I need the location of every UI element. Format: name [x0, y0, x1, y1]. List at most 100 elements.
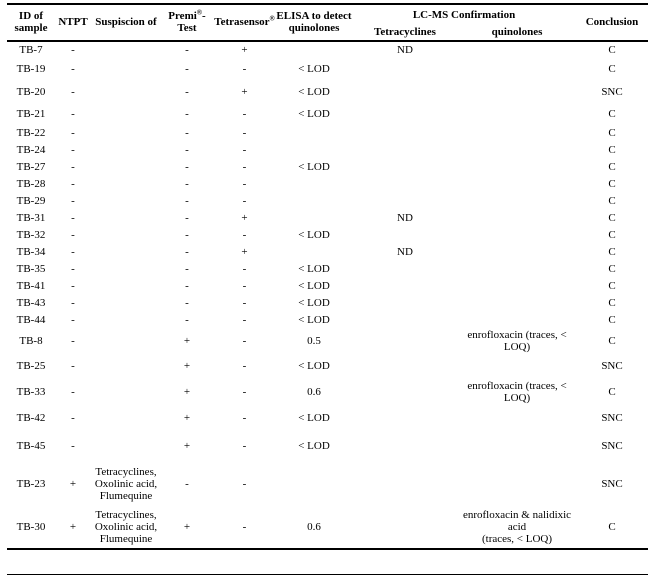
cell-lcms-quinolones	[458, 431, 576, 462]
cell-premi: -	[185, 108, 189, 120]
cell-premi: -	[185, 85, 189, 98]
cell-id: TB-21	[16, 108, 46, 120]
cell-lcms-quinolones	[458, 312, 576, 329]
cell-lcms-tetracyclines	[352, 80, 458, 104]
cell-tetrasensor: -	[242, 263, 247, 275]
cell-premi: -	[185, 161, 189, 173]
cell-conclusion: SNC	[601, 478, 623, 490]
cell-tetrasensor: -	[242, 195, 247, 207]
cell-suspicion	[91, 80, 161, 104]
registered-trademark-icon: ®	[196, 8, 203, 17]
cell-premi: -	[185, 263, 189, 275]
table-row: TB-32 - - - < LOD C	[7, 227, 648, 244]
cell-tetrasensor: -	[242, 144, 247, 156]
cell-suspicion	[91, 125, 161, 142]
cell-premi: -	[185, 178, 189, 190]
cell-conclusion: C	[608, 212, 616, 224]
cell-conclusion: C	[608, 127, 616, 139]
table-row: TB-34 - - + ND C	[7, 244, 648, 261]
cell-tetrasensor: -	[242, 161, 247, 173]
col-header-elisa: ELISA to detect quinolones	[276, 9, 352, 35]
cell-ntpt: -	[71, 411, 75, 424]
table-row: TB-29 - - - C	[7, 193, 648, 210]
cell-tetrasensor: -	[242, 127, 247, 139]
cell-ntpt: -	[71, 297, 75, 309]
cell-suspicion: Tetracyclines, Oxolinic acid, Flumequine	[94, 509, 158, 545]
cell-id: TB-19	[16, 63, 46, 75]
cell-lcms-tetracyclines: ND	[397, 212, 413, 224]
cell-lcms-quinolones	[458, 159, 576, 176]
cell-premi: -	[185, 246, 189, 258]
cell-ntpt: -	[71, 440, 75, 452]
cell-ntpt: -	[71, 280, 75, 292]
cell-elisa: < LOD	[298, 263, 330, 275]
cell-lcms-tetracyclines	[352, 329, 458, 353]
cell-ntpt: -	[71, 386, 75, 398]
cell-conclusion: C	[608, 280, 616, 292]
cell-lcms-quinolones	[458, 278, 576, 295]
cell-elisa	[276, 125, 352, 142]
cell-ntpt: -	[71, 108, 75, 120]
cell-tetrasensor: -	[242, 108, 247, 120]
cell-tetrasensor: -	[242, 63, 247, 75]
cell-lcms-tetracyclines	[352, 295, 458, 312]
col-header-id-of-sample: ID of sample	[14, 9, 48, 35]
cell-tetrasensor: -	[242, 386, 247, 398]
table-row: TB-25 - + - < LOD SNC	[7, 353, 648, 380]
cell-conclusion: SNC	[601, 360, 623, 372]
cell-lcms-quinolones	[458, 176, 576, 193]
cell-lcms-quinolones: enrofloxacin (traces, < LOQ)	[467, 328, 567, 353]
cell-premi: -	[185, 478, 189, 490]
cell-suspicion	[91, 41, 161, 59]
cell-ntpt: +	[69, 478, 77, 490]
cell-elisa: < LOD	[298, 161, 330, 173]
cell-tetrasensor: +	[241, 212, 248, 224]
cell-tetrasensor: +	[241, 246, 248, 258]
cell-tetrasensor: -	[242, 314, 247, 326]
cell-id: TB-44	[16, 314, 46, 326]
cell-conclusion: SNC	[601, 411, 623, 424]
cell-premi: -	[185, 314, 189, 326]
cell-lcms-tetracyclines	[352, 507, 458, 549]
cell-suspicion: Tetracyclines, Oxolinic acid, Flumequine	[94, 466, 158, 502]
col-header-premi-test: Premi®- Test	[168, 8, 206, 35]
cell-ntpt: -	[71, 85, 75, 98]
cell-lcms-quinolones: enrofloxacin (traces, < LOQ)	[467, 380, 567, 404]
cell-lcms-tetracyclines	[352, 431, 458, 462]
table-row: TB-28 - - - C	[7, 176, 648, 193]
table-body: TB-7 - - + ND C TB-19 - - - < LOD C TB-20 - - + < LOD SNC…	[7, 41, 649, 549]
cell-tetrasensor: +	[241, 85, 248, 98]
cell-conclusion: C	[608, 44, 616, 56]
cell-tetrasensor: -	[242, 229, 247, 241]
table-row: TB-42 - + - < LOD SNC	[7, 405, 648, 431]
table-header: ID of sample NTPT Suspiscion of Premi®- T…	[7, 4, 649, 41]
cell-ntpt: +	[69, 521, 77, 533]
table-row: TB-43 - - - < LOD C	[7, 295, 648, 312]
cell-ntpt: -	[71, 212, 75, 224]
cell-id: TB-43	[16, 297, 46, 309]
cell-suspicion	[91, 295, 161, 312]
cell-ntpt: -	[71, 195, 75, 207]
cell-id: TB-27	[16, 161, 46, 173]
cell-suspicion	[91, 59, 161, 80]
cell-elisa	[276, 176, 352, 193]
table-row: TB-23 + Tetracyclines, Oxolinic acid, Flum…	[7, 462, 648, 507]
cell-id: TB-20	[16, 85, 46, 98]
cell-suspicion	[91, 142, 161, 159]
table-row: TB-21 - - - < LOD C	[7, 104, 648, 125]
cell-ntpt: -	[71, 127, 75, 139]
cell-lcms-tetracyclines	[352, 278, 458, 295]
cell-elisa: < LOD	[298, 411, 330, 424]
col-header-lcms-tetracyclines: Tetracyclines	[374, 26, 436, 38]
table-row: TB-27 - - - < LOD C	[7, 159, 648, 176]
cell-lcms-quinolones	[458, 261, 576, 278]
cell-id: TB-24	[16, 144, 46, 156]
cell-ntpt: -	[71, 314, 75, 326]
table-row: TB-45 - + - < LOD SNC	[7, 431, 648, 462]
cell-elisa: < LOD	[298, 440, 330, 452]
cell-premi: -	[185, 127, 189, 139]
col-header-lcms-confirmation: LC-MS Confirmation	[412, 8, 516, 21]
cell-premi: +	[183, 440, 191, 452]
cell-suspicion	[91, 329, 161, 353]
